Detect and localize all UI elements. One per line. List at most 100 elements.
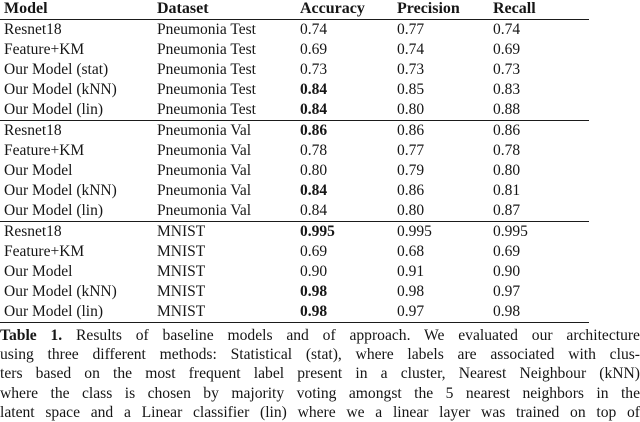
cell-recall: 0.995: [493, 223, 528, 240]
table-row: Our Model (lin) Pneumonia Val 0.84 0.80 …: [0, 201, 589, 221]
table-row: Resnet18 Pneumonia Test 0.74 0.77 0.74: [0, 20, 589, 40]
cell-model: Resnet18: [4, 122, 62, 139]
cell-model: Our Model (kNN): [4, 283, 117, 300]
cell-dataset: MNIST: [157, 223, 206, 240]
cell-recall: 0.83: [493, 81, 521, 98]
cell-precision: 0.995: [397, 223, 432, 240]
table-row: Our Model (lin) Pneumonia Test 0.84 0.80…: [0, 100, 589, 120]
cell-recall: 0.73: [493, 61, 521, 78]
cell-recall: 0.86: [493, 122, 521, 139]
cell-precision: 0.91: [397, 263, 425, 280]
cell-model: Our Model (lin): [4, 101, 104, 118]
cell-precision: 0.77: [397, 21, 425, 38]
cell-dataset: Pneumonia Val: [157, 162, 251, 179]
cell-precision: 0.68: [397, 243, 425, 260]
cell-model: Resnet18: [4, 223, 62, 240]
table-row: Feature+KM Pneumonia Val 0.78 0.77 0.78: [0, 141, 589, 161]
table-row: Our Model (stat) Pneumonia Test 0.73 0.7…: [0, 60, 589, 80]
cell-recall: 0.78: [493, 142, 521, 159]
cell-recall: 0.87: [493, 202, 521, 219]
cell-precision: 0.80: [397, 101, 425, 118]
cell-dataset: Pneumonia Test: [157, 41, 256, 58]
col-header-dataset: Dataset: [157, 0, 209, 17]
cell-dataset: MNIST: [157, 263, 206, 280]
cell-precision: 0.74: [397, 41, 425, 58]
cell-model: Our Model: [4, 162, 73, 179]
cell-accuracy: 0.74: [300, 21, 328, 38]
caption-line: ters based on the most frequent label pr…: [0, 365, 640, 383]
cell-precision: 0.80: [397, 202, 425, 219]
table-header-row: Model Dataset Accuracy Precision Recall: [0, 0, 589, 20]
cell-accuracy: 0.84: [300, 182, 328, 199]
table-row: Feature+KM Pneumonia Test 0.69 0.74 0.69: [0, 40, 589, 60]
cell-precision: 0.77: [397, 142, 425, 159]
cell-precision: 0.86: [397, 182, 425, 199]
section-divider: [0, 120, 589, 121]
cell-model: Feature+KM: [4, 142, 85, 159]
cell-dataset: Pneumonia Val: [157, 202, 251, 219]
cell-precision: 0.79: [397, 162, 425, 179]
cell-accuracy: 0.98: [300, 303, 328, 320]
cell-dataset: Pneumonia Test: [157, 61, 256, 78]
cell-dataset: Pneumonia Val: [157, 182, 251, 199]
results-table: Model Dataset Accuracy Precision Recall …: [0, 0, 589, 323]
caption-intro: Results of baseline models and of approa…: [62, 327, 640, 344]
cell-recall: 0.80: [493, 162, 521, 179]
section-divider: [0, 221, 589, 222]
cell-accuracy: 0.86: [300, 122, 328, 139]
cell-precision: 0.85: [397, 81, 425, 98]
cell-model: Our Model (stat): [4, 61, 109, 78]
cell-model: Our Model (lin): [4, 303, 104, 320]
cell-model: Our Model: [4, 263, 73, 280]
cell-recall: 0.88: [493, 101, 521, 118]
table-row: Our Model (kNN) MNIST 0.98 0.98 0.97: [0, 282, 589, 302]
table-caption: Table 1. Results of baseline models and …: [0, 326, 640, 422]
cell-recall: 0.98: [493, 303, 521, 320]
cell-accuracy: 0.69: [300, 243, 328, 260]
cell-accuracy: 0.995: [300, 223, 335, 240]
cell-model: Our Model (kNN): [4, 81, 117, 98]
cell-accuracy: 0.69: [300, 41, 328, 58]
cell-model: Our Model (lin): [4, 202, 104, 219]
cell-dataset: Pneumonia Val: [157, 142, 251, 159]
caption-line: Table 1. Results of baseline models and …: [0, 326, 640, 345]
cell-accuracy: 0.90: [300, 263, 328, 280]
cell-model: Feature+KM: [4, 41, 85, 58]
cell-dataset: MNIST: [157, 283, 206, 300]
table-row: Resnet18 Pneumonia Val 0.86 0.86 0.86: [0, 121, 589, 141]
caption-line: using three different methods: Statistic…: [0, 346, 640, 364]
cell-accuracy: 0.84: [300, 202, 328, 219]
col-header-recall: Recall: [493, 0, 536, 17]
cell-accuracy: 0.78: [300, 142, 328, 159]
table-bottom-rule: [0, 322, 589, 323]
col-header-precision: Precision: [397, 0, 460, 17]
cell-accuracy: 0.73: [300, 61, 328, 78]
cell-recall: 0.81: [493, 182, 521, 199]
cell-dataset: MNIST: [157, 303, 206, 320]
caption-line: where the class is chosen by majority vo…: [0, 384, 640, 402]
table-row: Resnet18 MNIST 0.995 0.995 0.995: [0, 222, 589, 242]
col-header-accuracy: Accuracy: [300, 0, 365, 17]
cell-model: Resnet18: [4, 21, 62, 38]
cell-dataset: Pneumonia Test: [157, 21, 256, 38]
cell-accuracy: 0.80: [300, 162, 328, 179]
table-row: Our Model (kNN) Pneumonia Test 0.84 0.85…: [0, 80, 589, 100]
cell-recall: 0.69: [493, 243, 521, 260]
table-row: Our Model (kNN) Pneumonia Val 0.84 0.86 …: [0, 181, 589, 201]
table-row: Feature+KM MNIST 0.69 0.68 0.69: [0, 242, 589, 262]
cell-accuracy: 0.84: [300, 81, 328, 98]
cell-dataset: Pneumonia Test: [157, 101, 256, 118]
cell-accuracy: 0.84: [300, 101, 328, 118]
cell-model: Feature+KM: [4, 243, 85, 260]
table-row: Our Model (lin) MNIST 0.98 0.97 0.98: [0, 302, 589, 322]
table-row: Our Model Pneumonia Val 0.80 0.79 0.80: [0, 161, 589, 181]
cell-precision: 0.97: [397, 303, 425, 320]
caption-label: Table 1.: [0, 327, 63, 344]
cell-recall: 0.97: [493, 283, 521, 300]
cell-dataset: Pneumonia Test: [157, 81, 256, 98]
cell-recall: 0.90: [493, 263, 521, 280]
cell-precision: 0.73: [397, 61, 425, 78]
cell-recall: 0.69: [493, 41, 521, 58]
cell-recall: 0.74: [493, 21, 521, 38]
